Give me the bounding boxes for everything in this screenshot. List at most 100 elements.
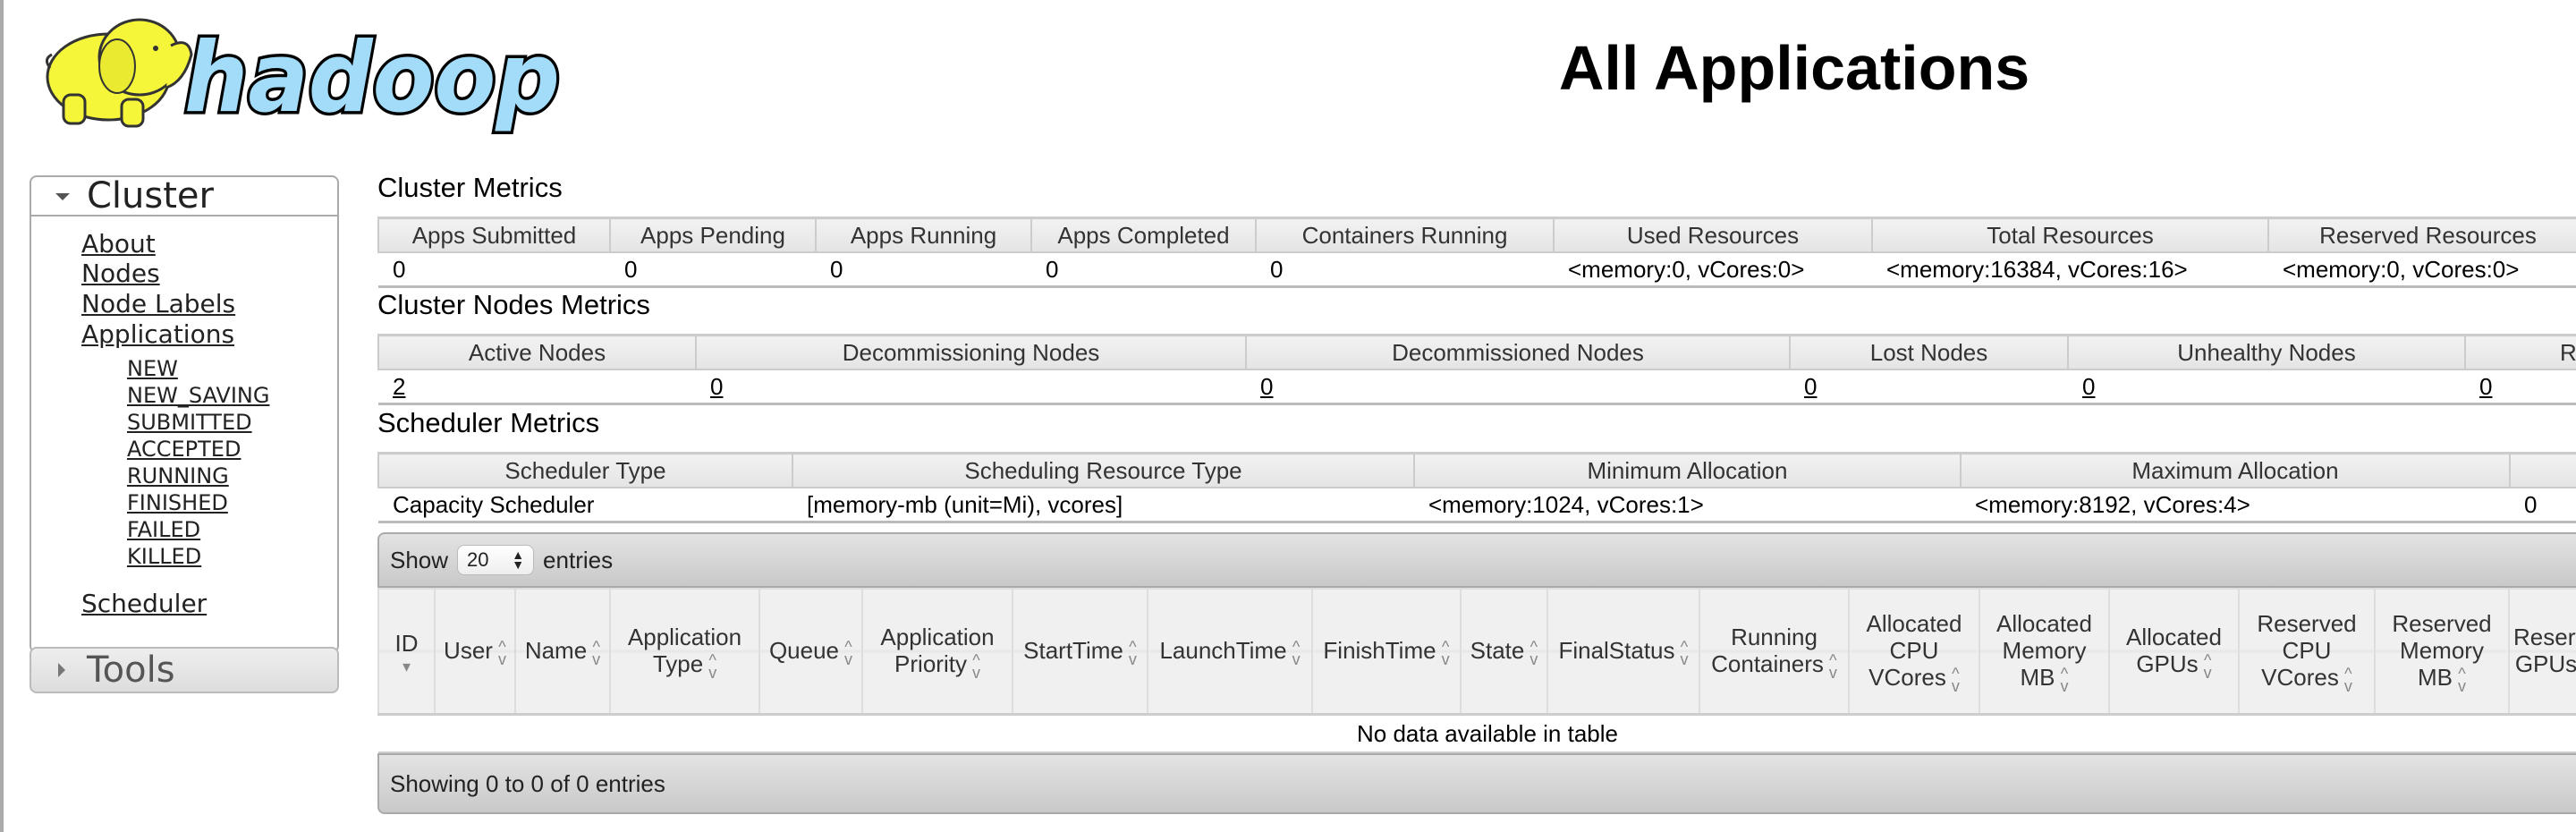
scheduling-resource-type-value: [memory-mb (unit=Mi), vcores] (792, 488, 1414, 523)
sort-desc-icon: ▾ (402, 658, 411, 675)
col-running-containers[interactable]: Running Containers ^ v (1699, 588, 1850, 716)
hadoop-logo[interactable]: hadoop (23, 5, 569, 135)
col-active-nodes: Active Nodes (377, 334, 697, 370)
active-nodes-link[interactable]: 2 (393, 372, 406, 400)
column-label: State (1470, 637, 1525, 665)
sort-icon: ^ v (708, 650, 717, 682)
col-reserved-memory-mb[interactable]: Reserved Memory MB ^ v (2374, 588, 2510, 716)
column-label: StartTime (1023, 637, 1123, 665)
nav-link-state-killed[interactable]: KILLED (127, 544, 202, 569)
col-application-type[interactable]: Application Type ^ v (609, 588, 760, 716)
cluster-toggle[interactable]: Cluster (31, 177, 337, 216)
sort-icon: ^ v (2458, 664, 2466, 695)
col-apps-running: Apps Running (815, 216, 1032, 253)
col-finishtime[interactable]: FinishTime ^ v (1311, 588, 1462, 716)
scheduler-metrics-title: Scheduler Metrics (377, 407, 600, 438)
entries-label: entries (543, 546, 614, 573)
col-allocated-cpu-vcores[interactable]: Allocated CPU VCores ^ v (1848, 588, 1980, 716)
column-label: User (444, 637, 493, 665)
col-queue[interactable]: Queue ^ v (758, 588, 863, 716)
unhealthy-nodes-link[interactable]: 0 (2082, 372, 2096, 400)
sidebar-cluster: Cluster About Nodes Node Labels Applicat… (30, 175, 339, 653)
sort-icon: ^ v (497, 637, 506, 668)
col-unhealthy-nodes: Unhealthy Nodes (2067, 334, 2466, 370)
apps-pending-value: 0 (610, 252, 816, 288)
apps-running-value: 0 (816, 252, 1031, 288)
col-launchtime[interactable]: LaunchTime ^ v (1147, 588, 1313, 716)
col-finalstatus[interactable]: FinalStatus ^ v (1546, 588, 1700, 716)
column-label: Reserved GPUs (2513, 624, 2576, 678)
sort-icon: ^ v (1951, 664, 1960, 695)
column-label: Reserved Memory MB (2392, 610, 2492, 692)
empty-row: No data available in table (378, 714, 2576, 753)
col-user[interactable]: User ^ v (434, 588, 516, 716)
col-minimum-allocation: Minimum Allocation (1413, 452, 1962, 488)
column-label: Application Type (627, 624, 742, 678)
nav-link-state-failed[interactable]: FAILED (127, 517, 201, 542)
show-label: Show (390, 546, 449, 573)
col-state[interactable]: State ^ v (1460, 588, 1548, 716)
applications-table-wrapper: Show 20 ▲ ▼ entries ID ▾ User ^ v Name ^ v Applic… (377, 532, 2576, 814)
nav-link-node-labels[interactable]: Node Labels (81, 289, 236, 318)
column-label: FinalStatus (1558, 637, 1675, 665)
rebooted-nodes-link[interactable]: 0 (2479, 372, 2493, 400)
sort-icon: ^ v (971, 650, 980, 682)
sort-icon: ^ v (1128, 637, 1137, 668)
cluster-label: Cluster (87, 175, 214, 216)
col-allocated-memory-mb[interactable]: Allocated Memory MB ^ v (1979, 588, 2110, 716)
col-reserved-cpu-vcores[interactable]: Reserved CPU VCores ^ v (2238, 588, 2376, 716)
column-label: ID (394, 630, 419, 657)
col-apps-pending: Apps Pending (609, 216, 817, 253)
col-lost-nodes: Lost Nodes (1789, 334, 2069, 370)
nav-link-state-new[interactable]: NEW (127, 356, 178, 381)
nav-link-state-new-saving[interactable]: NEW_SAVING (127, 383, 270, 408)
col-used-resources: Used Resources (1553, 216, 1873, 253)
table-info: Showing 0 to 0 of 0 entries (390, 769, 665, 797)
table-row: Capacity Scheduler [memory-mb (unit=Mi),… (378, 488, 2576, 523)
col-starttime[interactable]: StartTime ^ v (1012, 588, 1148, 716)
sidebar-tools-toggle[interactable]: Tools (30, 647, 339, 693)
cluster-nodes-metrics-title: Cluster Nodes Metrics (377, 289, 650, 320)
decommissioned-nodes-link[interactable]: 0 (1260, 372, 1274, 400)
col-reserved-resources: Reserved Resources (2267, 216, 2576, 253)
col-apps-submitted: Apps Submitted (377, 216, 611, 253)
nav-link-applications[interactable]: Applications (81, 319, 235, 349)
col-scheduling-resource-type: Scheduling Resource Type (792, 452, 1415, 488)
column-label: Allocated GPUs (2126, 624, 2222, 678)
column-label: LaunchTime (1159, 637, 1287, 665)
used-resources-value: <memory:0, vCores:0> (1554, 252, 1872, 288)
col-reserved-gpus[interactable]: Reserved GPUs^v (2508, 588, 2576, 716)
nav-link-state-running[interactable]: RUNNING (127, 463, 229, 488)
decommissioning-nodes-link[interactable]: 0 (710, 372, 724, 400)
containers-running-value: 0 (1256, 252, 1554, 288)
col-application-priority[interactable]: Application Priority ^ v (861, 588, 1013, 716)
col-id[interactable]: ID ▾ (377, 588, 436, 716)
sort-icon: ^ v (844, 637, 853, 668)
nav-link-nodes[interactable]: Nodes (81, 259, 160, 288)
nav-link-state-submitted[interactable]: SUBMITTED (127, 410, 252, 435)
tools-label: Tools (87, 649, 175, 691)
nav-link-about[interactable]: About (81, 229, 156, 259)
col-allocated-gpus[interactable]: Allocated GPUs ^ v (2108, 588, 2240, 716)
sort-icon: ^ v (592, 637, 601, 668)
col-apps-completed: Apps Completed (1030, 216, 1257, 253)
elephant-icon (46, 18, 193, 128)
lost-nodes-link[interactable]: 0 (1804, 372, 1818, 400)
nav-link-state-accepted[interactable]: ACCEPTED (127, 437, 242, 462)
nav-link-scheduler[interactable]: Scheduler (81, 589, 208, 618)
nav-link-state-finished[interactable]: FINISHED (127, 490, 228, 515)
table-length-bar: Show 20 ▲ ▼ entries (377, 532, 2576, 588)
sort-icon: ^ v (1828, 650, 1837, 682)
page-size-select[interactable]: 20 ▲ ▼ (457, 545, 535, 575)
page-size-value: 20 (467, 548, 489, 571)
column-label: FinishTime (1323, 637, 1436, 665)
cluster-metrics-title: Cluster Metrics (377, 172, 563, 203)
sort-icon: ^ v (1292, 637, 1301, 668)
max-priority-value: 0 (2510, 488, 2576, 523)
col-max-priority (2509, 452, 2576, 488)
maximum-allocation-value: <memory:8192, vCores:4> (1961, 488, 2510, 523)
column-label: Allocated Memory MB (1996, 610, 2092, 692)
col-containers-running: Containers Running (1255, 216, 1555, 253)
col-name[interactable]: Name ^ v (514, 588, 611, 716)
sort-icon: ^ v (1441, 637, 1450, 668)
